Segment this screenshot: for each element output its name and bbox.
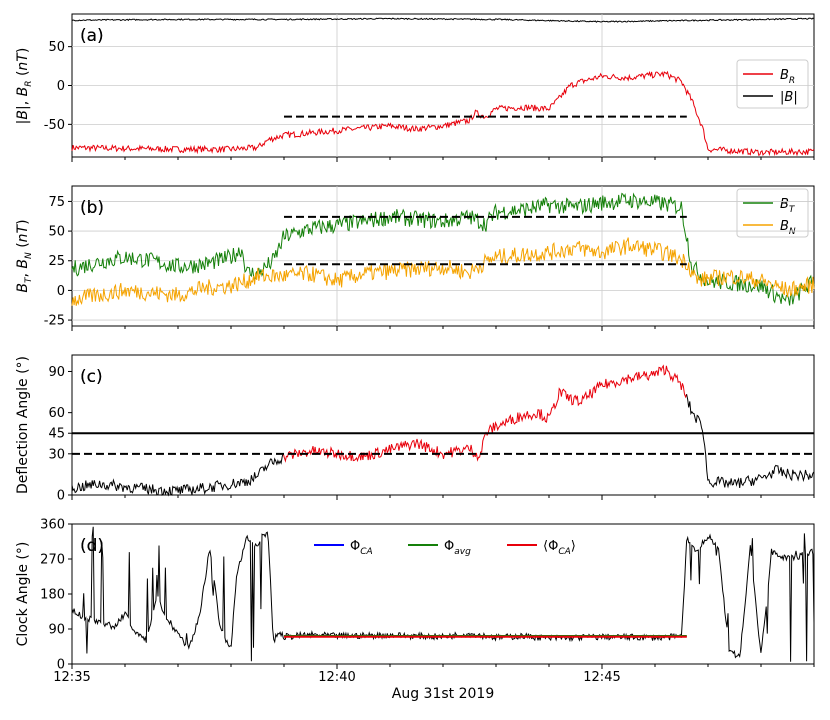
- x-tick-label: 12:45: [583, 670, 620, 685]
- y-tick-label: -25: [44, 314, 65, 329]
- y-tick-label: 75: [48, 195, 65, 210]
- series-line-deflection: [282, 364, 688, 463]
- plot-layer: -50 0 50 -25 0 25 50 75 0 30 45 60 90 0 90 180 270 360: [40, 14, 815, 673]
- panel-d-frame: [71, 523, 815, 665]
- panel-a: (a) |B|, BR (nT) BR |B|: [15, 13, 815, 158]
- y-tick-label: 50: [48, 225, 65, 240]
- y-tick-label: 50: [48, 40, 65, 55]
- legend-label-phi-avg: Φavg: [444, 539, 471, 557]
- y-tick-label: 60: [48, 406, 65, 421]
- series-line-0-1: [71, 17, 815, 23]
- panel-d: (d) Clock Angle (°) ΦCA Φavg ⟨ΦCA⟩: [15, 523, 815, 665]
- series-line-deflection: [686, 394, 815, 489]
- y-tick-label: 25: [48, 254, 65, 269]
- legend-label-phi-ca-avg: ⟨ΦCA⟩: [543, 539, 576, 557]
- panel-a-tag: (a): [80, 26, 104, 46]
- x-axis-title: Aug 31st 2019: [392, 686, 494, 702]
- y-tick-label: 45: [48, 427, 65, 442]
- panel-d-legend: ΦCA Φavg ⟨ΦCA⟩: [314, 539, 576, 557]
- series-line-1-0: [71, 192, 815, 306]
- panel-d-ylabel: Clock Angle (°): [15, 542, 31, 647]
- panel-b-legend: BT BN: [736, 188, 809, 238]
- legend-box: [736, 188, 809, 238]
- y-tick-label: 180: [40, 588, 65, 603]
- x-tick-label: 12:40: [318, 670, 355, 685]
- panel-d-tag: (d): [80, 536, 104, 556]
- panel-a-ylabel: |B|, BR (nT): [15, 48, 34, 125]
- y-tick-label: 0: [57, 489, 65, 504]
- y-tick-label: 0: [57, 79, 65, 94]
- series-line-deflection: [71, 452, 284, 497]
- series-line-0-0: [71, 70, 815, 157]
- panel-b-frame: [71, 185, 815, 327]
- panel-b-tag: (b): [80, 198, 104, 218]
- panel-a-legend: BR |B|: [736, 59, 809, 109]
- y-tick-label: 0: [57, 658, 65, 673]
- panel-c-tag: (c): [80, 367, 103, 387]
- y-tick-label: 30: [48, 447, 65, 462]
- panel-c-frame: [71, 354, 815, 496]
- y-tick-label: -50: [44, 118, 65, 133]
- legend-label-phi-ca: ΦCA: [350, 539, 373, 557]
- y-tick-label: 90: [48, 623, 65, 638]
- panel-b: (b) BT, BN (nT) BT BN: [15, 185, 815, 327]
- series-line-3-0: [71, 526, 815, 662]
- y-tick-label: 270: [40, 553, 65, 568]
- panel-c-tag: (c): [80, 367, 103, 387]
- y-tick-label: 0: [57, 284, 65, 299]
- x-axis: 12:35 12:40 12:45 Aug 31st 2019: [53, 670, 620, 702]
- x-tick-label: 12:35: [53, 670, 90, 685]
- panel-b-ylabel: BT, BN (nT): [15, 219, 34, 292]
- y-tick-label: 360: [40, 518, 65, 533]
- panel-c-ylabel: Deflection Angle (°): [15, 356, 31, 494]
- legend-label-b-mag: |B|: [780, 90, 798, 105]
- y-tick-label: 90: [48, 365, 65, 380]
- series-line-1-1: [71, 237, 815, 306]
- panel-b-tag: (b): [80, 198, 104, 218]
- panel-a-tag: (a): [80, 26, 104, 46]
- panel-c: (c) Deflection Angle (°): [15, 354, 815, 496]
